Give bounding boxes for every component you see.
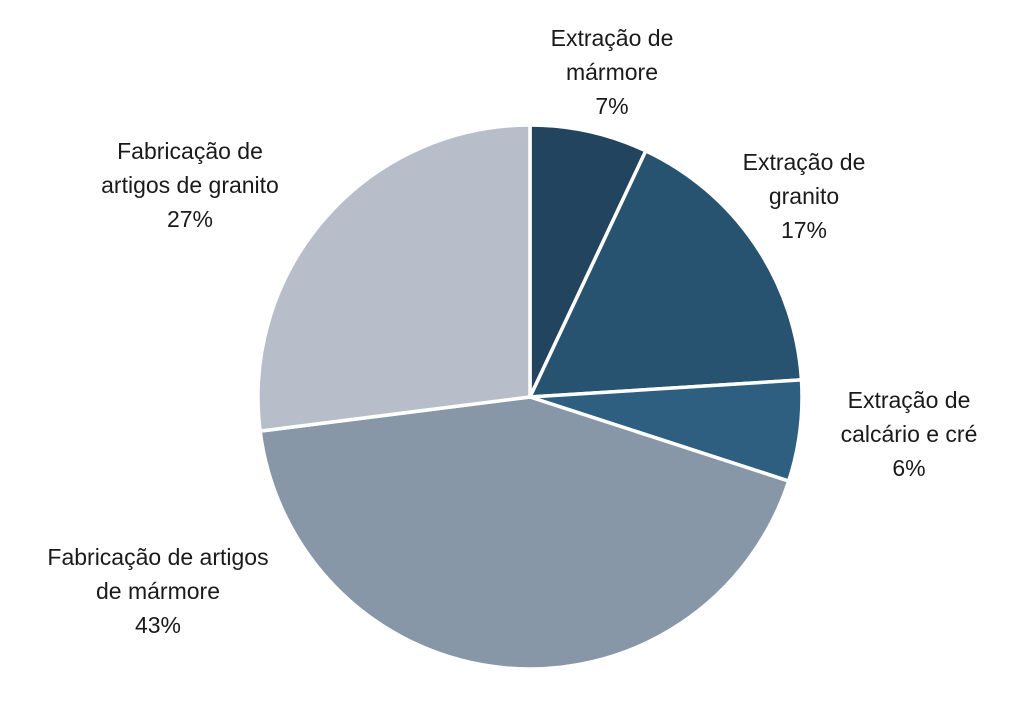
- pie-slice-fabricacao-de-artigos-de-granito: [256, 123, 532, 433]
- pie-label-fabricacao-de-artigos-de-marmore: Fabricação de artigos de mármore 43%: [47, 544, 268, 638]
- slice-value-label: 17%: [781, 217, 827, 243]
- pie-slice-extracao-de-marmore: [528, 123, 648, 399]
- slice-category-label: calcário e cré: [841, 421, 978, 447]
- slice-category-label: Fabricação de: [117, 138, 263, 164]
- pie-slice-extracao-de-granito: [528, 149, 804, 399]
- slice-value-label: 27%: [167, 206, 213, 232]
- slice-value-label: 7%: [595, 93, 628, 119]
- pie-label-fabricacao-de-artigos-de-granito: Fabricação de artigos de granito 27%: [101, 138, 279, 232]
- slice-category-label: Extração de: [551, 25, 674, 51]
- slice-category-label: mármore: [566, 59, 658, 85]
- slice-category-label: Extração de: [743, 149, 866, 175]
- pie-label-extracao-de-marmore: Extração de mármore 7%: [551, 25, 674, 119]
- slice-category-label: Extração de: [848, 387, 971, 413]
- slice-category-label: artigos de granito: [101, 172, 279, 198]
- pie-label-extracao-de-granito: Extração de granito 17%: [743, 149, 866, 243]
- slice-value-label: 6%: [892, 455, 925, 481]
- slice-category-label: de mármore: [96, 578, 220, 604]
- pie-label-extracao-de-calcario-e-cre: Extração de calcário e cré 6%: [841, 387, 978, 481]
- slice-category-label: granito: [769, 183, 839, 209]
- pie-labels: Extração de mármore 7% Extração de granito 17…: [47, 25, 977, 638]
- pie-slices: [256, 123, 804, 671]
- pie-slice-fabricacao-de-artigos-de-marmore: [258, 395, 791, 671]
- slice-value-label: 43%: [135, 612, 181, 638]
- slice-category-label: Fabricação de artigos: [47, 544, 268, 570]
